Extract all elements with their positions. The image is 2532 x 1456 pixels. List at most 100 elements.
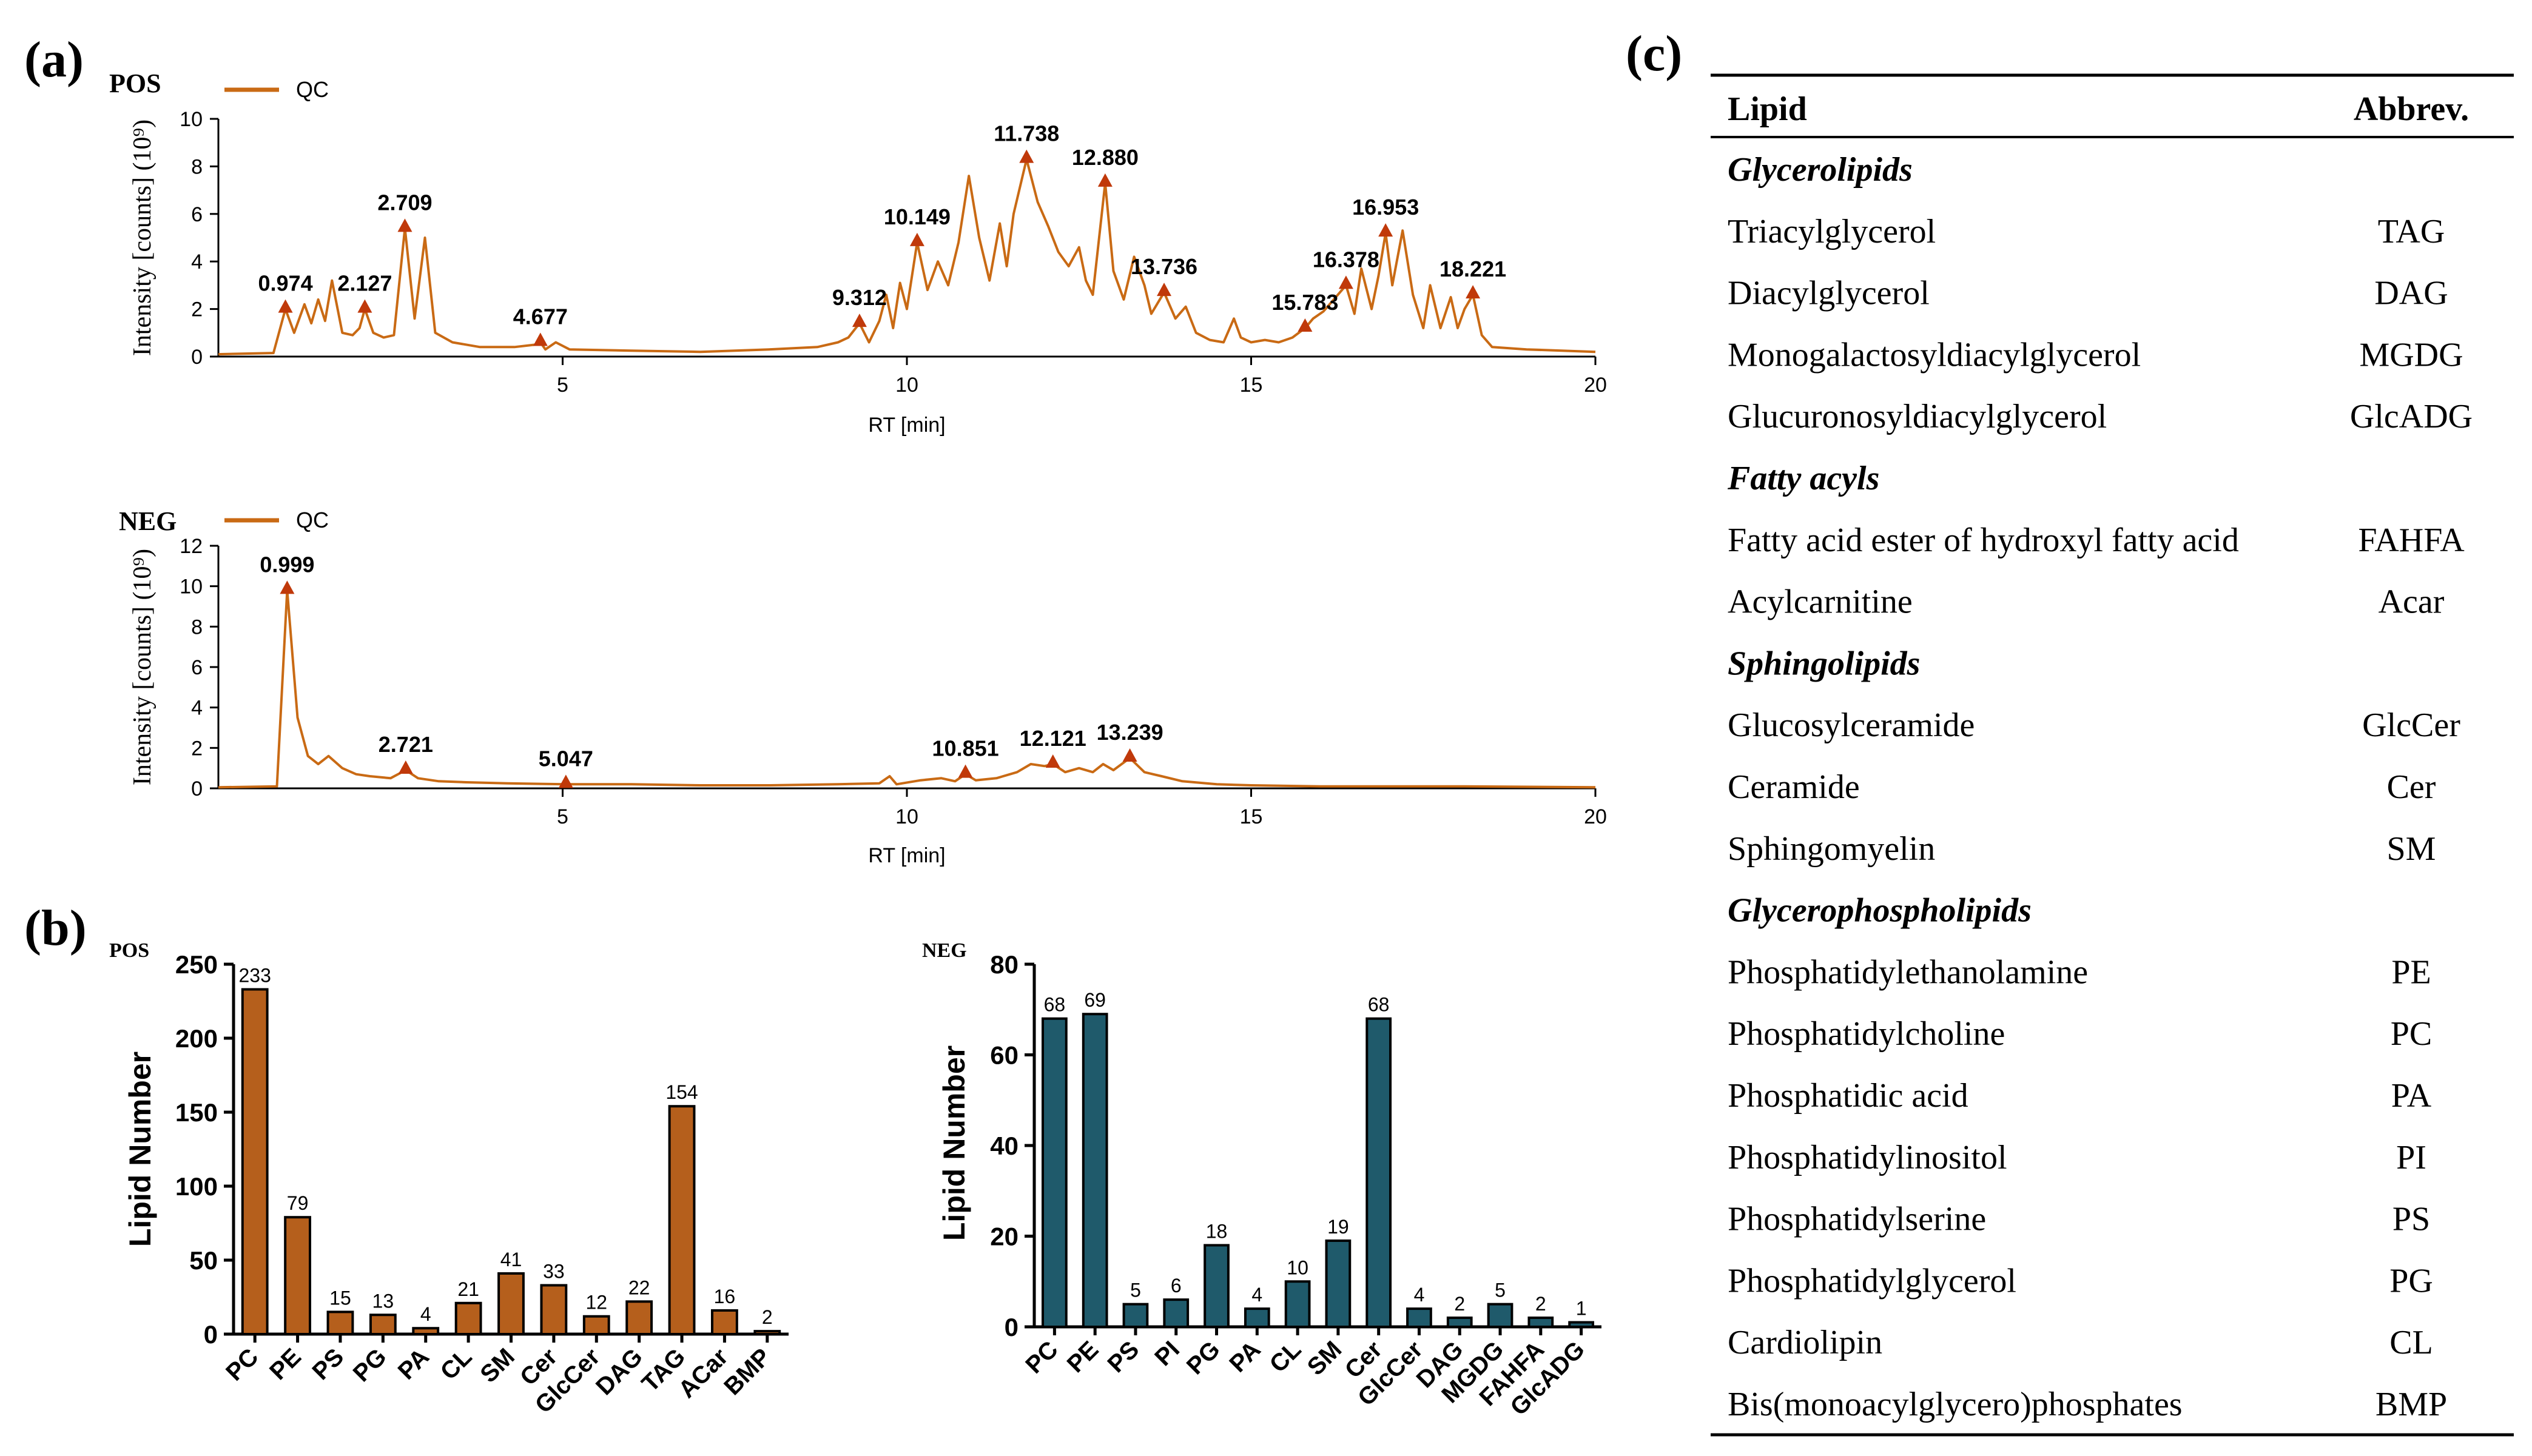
table-cell-abbrev: TAG bbox=[2378, 213, 2445, 250]
y-axis-title: Lipid Number bbox=[123, 1052, 157, 1247]
bar bbox=[668, 1105, 696, 1335]
table-row: Phosphatidylethanolamine PE bbox=[1728, 953, 2431, 991]
bar-value-label: 33 bbox=[543, 1260, 565, 1282]
bar-value-label: 12 bbox=[585, 1292, 607, 1313]
table-cell-abbrev: PG bbox=[2389, 1262, 2433, 1300]
bar bbox=[1406, 1307, 1432, 1329]
y-tick-label: 0 bbox=[1005, 1313, 1019, 1341]
bar bbox=[711, 1309, 738, 1335]
chromatogram-neg: NEG QC 0 2 4 6 8 10 12 5 10 15 20 0.999 2.721 5.047… bbox=[119, 506, 1607, 867]
bar bbox=[582, 1315, 610, 1335]
table-cell-abbrev: MGDG bbox=[2359, 336, 2463, 374]
bar-value-label: 22 bbox=[628, 1277, 650, 1298]
table-row: Ceramide Cer bbox=[1728, 768, 2436, 806]
y-tick-label: 60 bbox=[990, 1041, 1019, 1070]
table-cell-lipid: Acylcarnitine bbox=[1728, 583, 1913, 621]
table-row: Phosphatidylcholine PC bbox=[1728, 1015, 2432, 1053]
bar bbox=[1446, 1317, 1473, 1329]
bar bbox=[1244, 1307, 1270, 1329]
table-cell-lipid: Phosphatidylserine bbox=[1728, 1201, 1986, 1238]
peak-marker bbox=[1378, 223, 1393, 237]
peak-marker bbox=[1157, 283, 1172, 297]
chromatogram-pos: POS QC 0 2 4 6 8 10 5 10 15 20 0.974 2.127 2.709 4.… bbox=[109, 69, 1607, 437]
y-tick-label: 8 bbox=[191, 616, 203, 639]
y-tick-label: 40 bbox=[990, 1132, 1019, 1160]
peak-label: 16.378 bbox=[1313, 247, 1379, 272]
table-cell-abbrev: PI bbox=[2396, 1139, 2426, 1176]
bar bbox=[753, 1330, 781, 1336]
bar-value-label: 10 bbox=[1287, 1256, 1308, 1278]
y-tick-label: 150 bbox=[175, 1098, 218, 1127]
peak-label: 9.312 bbox=[832, 285, 887, 310]
bar-value-label: 154 bbox=[665, 1081, 698, 1103]
panel-label-b: (b) bbox=[24, 900, 87, 956]
y-axis-title: Lipid Number bbox=[937, 1045, 971, 1241]
bar bbox=[1527, 1317, 1554, 1329]
bar-value-label: 19 bbox=[1327, 1216, 1349, 1238]
peak-label: 15.783 bbox=[1271, 290, 1338, 315]
table-cell-abbrev: GlcADG bbox=[2350, 398, 2473, 435]
table-cell-abbrev: FAHFA bbox=[2358, 522, 2465, 559]
y-tick-label: 0 bbox=[191, 346, 203, 369]
peak-label: 0.974 bbox=[258, 271, 313, 296]
x-tick-label: 10 bbox=[895, 374, 918, 397]
x-tick-label: 10 bbox=[895, 805, 918, 828]
table-category: Glycerolipids bbox=[1728, 151, 1913, 189]
peak-label: 12.121 bbox=[1020, 726, 1086, 751]
peak-marker bbox=[1338, 275, 1353, 289]
x-axis-title: RT [min] bbox=[868, 844, 945, 867]
x-tick-label: 5 bbox=[557, 374, 568, 397]
y-tick-label: 250 bbox=[175, 950, 218, 979]
bar-value-label: 18 bbox=[1206, 1220, 1228, 1242]
table-cell-lipid: Ceramide bbox=[1728, 768, 1860, 806]
bar bbox=[497, 1272, 525, 1335]
peak-label: 16.953 bbox=[1352, 195, 1419, 220]
bar-value-label: 4 bbox=[420, 1303, 431, 1325]
table-cell-abbrev: Acar bbox=[2379, 583, 2445, 621]
y-tick-label: 100 bbox=[175, 1172, 218, 1201]
y-tick-label: 50 bbox=[189, 1246, 218, 1275]
table-cell-abbrev: CL bbox=[2389, 1324, 2433, 1361]
bar bbox=[369, 1313, 397, 1336]
bar bbox=[1284, 1280, 1311, 1328]
peak-label: 2.127 bbox=[337, 271, 392, 296]
peak-marker bbox=[397, 218, 412, 232]
table-cell-abbrev: PE bbox=[2391, 953, 2431, 991]
table-cell-lipid: Diacylglycerol bbox=[1728, 275, 1930, 312]
bar bbox=[1042, 1017, 1068, 1328]
bar bbox=[1365, 1017, 1392, 1328]
legend-label: QC bbox=[296, 77, 329, 102]
peak-label: 13.239 bbox=[1097, 720, 1163, 745]
peak-marker bbox=[398, 760, 413, 774]
table-row: Triacylglycerol TAG bbox=[1728, 213, 2445, 250]
table-cell-lipid: Fatty acid ester of hydroxyl fatty acid bbox=[1728, 522, 2239, 559]
x-tick-label: 15 bbox=[1240, 805, 1263, 828]
x-tick-label: 20 bbox=[1584, 374, 1607, 397]
legend-label: QC bbox=[296, 508, 329, 532]
table-cell-lipid: Phosphatidylethanolamine bbox=[1728, 953, 2088, 991]
bar-value-label: 21 bbox=[457, 1278, 479, 1300]
bar bbox=[540, 1284, 568, 1335]
table-row: Phosphatidylinositol PI bbox=[1728, 1139, 2426, 1176]
table-cell-abbrev: PC bbox=[2391, 1015, 2433, 1053]
y-axis-title: Intensity [counts] (10⁹) bbox=[129, 549, 157, 785]
y-tick-label: 6 bbox=[191, 656, 203, 679]
bar bbox=[241, 988, 269, 1335]
mode-label-neg-chrom: NEG bbox=[119, 506, 177, 536]
peak-label: 2.709 bbox=[377, 190, 432, 215]
peak-label: 11.738 bbox=[994, 121, 1059, 146]
peak-marker bbox=[1045, 754, 1060, 768]
bar bbox=[326, 1310, 354, 1335]
table-header-lipid: Lipid bbox=[1728, 90, 1807, 128]
panel-label-c: (c) bbox=[1626, 25, 1682, 82]
table-row: Cardiolipin CL bbox=[1728, 1324, 2433, 1361]
bar bbox=[1163, 1298, 1190, 1328]
y-tick-label: 0 bbox=[204, 1320, 218, 1349]
peak-label: 10.851 bbox=[932, 736, 999, 761]
bar-value-label: 4 bbox=[1251, 1284, 1262, 1306]
bar-value-label: 5 bbox=[1495, 1280, 1506, 1301]
y-tick-label: 10 bbox=[180, 108, 203, 131]
table-row: Fatty acid ester of hydroxyl fatty acid F… bbox=[1728, 522, 2465, 559]
